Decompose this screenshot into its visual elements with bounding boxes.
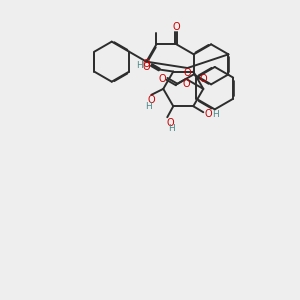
Text: O: O	[200, 74, 207, 84]
Text: O: O	[142, 61, 150, 71]
Text: O: O	[159, 74, 166, 84]
Text: O: O	[184, 68, 191, 78]
Text: O: O	[172, 22, 180, 32]
Text: O: O	[167, 118, 174, 128]
Text: O: O	[205, 109, 212, 119]
Text: H: H	[145, 102, 152, 111]
Text: O: O	[182, 79, 190, 89]
Text: O: O	[142, 58, 150, 69]
Text: O: O	[147, 95, 155, 105]
Text: H: H	[212, 110, 218, 119]
Text: H: H	[136, 61, 142, 70]
Text: H: H	[168, 124, 175, 133]
